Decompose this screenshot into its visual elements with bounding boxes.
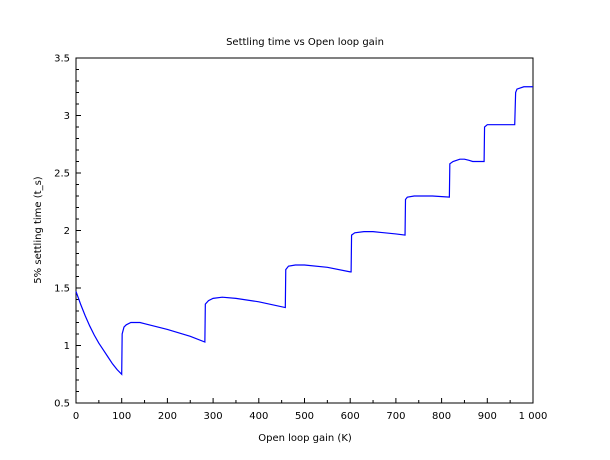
x-tick-label: 300	[204, 411, 223, 422]
x-tick-label: 0	[73, 411, 79, 422]
series-line	[75, 86, 533, 376]
y-tick-label: 3.5	[54, 54, 70, 65]
x-axis-label: Open loop gain (K)	[258, 433, 352, 444]
x-tick-label: 900	[478, 411, 497, 422]
x-tick-label: 100	[112, 411, 131, 422]
y-axis-label: 5% settling time (t_s)	[33, 176, 44, 283]
y-tick-label: 2.5	[54, 169, 70, 180]
x-tick-label: 1 000	[519, 411, 548, 422]
plot-frame	[75, 57, 534, 404]
chart-title: Settling time vs Open loop gain	[226, 37, 384, 48]
x-tick-label: 200	[158, 411, 177, 422]
x-axis: 0 100 200 300 400 500 600 700 800 900 1 000	[73, 398, 548, 422]
y-axis: 0.5 1 1.5 2 2.5 3 3.5	[54, 54, 81, 410]
y-tick-label: 2	[64, 226, 70, 237]
x-tick-label: 400	[249, 411, 268, 422]
y-tick-label: 0.5	[54, 399, 70, 410]
y-tick-label: 1.5	[54, 284, 70, 295]
x-tick-label: 700	[386, 411, 405, 422]
x-tick-label: 800	[432, 411, 451, 422]
y-tick-label: 1	[64, 341, 70, 352]
x-tick-label: 600	[341, 411, 360, 422]
y-tick-label: 3	[64, 111, 70, 122]
x-tick-label: 500	[295, 411, 314, 422]
